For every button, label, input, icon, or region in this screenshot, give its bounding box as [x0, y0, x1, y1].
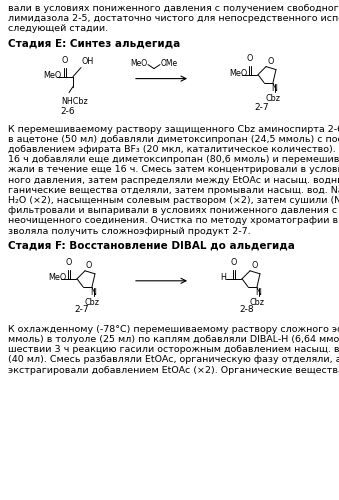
Text: Стадия Е: Синтез альдегида: Стадия Е: Синтез альдегида [8, 38, 180, 48]
Text: MeO: MeO [48, 274, 66, 282]
Text: Стадия F: Восстановление DIBAL до альдегида: Стадия F: Восстановление DIBAL до альдег… [8, 241, 295, 251]
Text: NHCbz: NHCbz [61, 96, 88, 106]
Text: N: N [90, 288, 96, 297]
Text: Cbz: Cbz [250, 298, 264, 307]
Text: К перемешиваемому раствору защищенного Cbz аминоспирта 2-6 (12,25 ммоль): К перемешиваемому раствору защищенного C… [8, 124, 339, 134]
Text: O: O [247, 54, 253, 62]
Text: неочищенного соединения. Очистка по методу хроматографии в силикагеле по-: неочищенного соединения. Очистка по мето… [8, 216, 339, 226]
Text: MeO: MeO [130, 59, 147, 68]
Text: зволяла получить сложноэфирный продукт 2-7.: зволяла получить сложноэфирный продукт 2… [8, 226, 251, 235]
Text: К охлажденному (-78°C) перемешиваемому раствору сложного эфира 2-7 (5,11: К охлажденному (-78°C) перемешиваемому р… [8, 325, 339, 334]
Text: N: N [255, 288, 261, 297]
Text: (40 мл). Смесь разбавляли EtOAc, органическую фазу отделяли, а водную фазу: (40 мл). Смесь разбавляли EtOAc, органич… [8, 356, 339, 364]
Text: H: H [220, 274, 226, 282]
Text: ного давления, затем распределяли между EtOAc и насыщ. водным NaHCO₃. Ор-: ного давления, затем распределяли между … [8, 176, 339, 184]
Text: ммоль) в толуоле (25 мл) по каплям добавляли DIBAL-H (6,64 ммоль). По про-: ммоль) в толуоле (25 мл) по каплям добав… [8, 335, 339, 344]
Text: MeO: MeO [229, 69, 247, 78]
Text: вали в условиях пониженного давления с получением свободного амина фени-: вали в условиях пониженного давления с п… [8, 4, 339, 13]
Text: O: O [62, 56, 68, 64]
Text: N: N [271, 84, 277, 92]
Text: ганические вещества отделяли, затем промывали насыщ. вод. NaHCO₃ (×2),: ганические вещества отделяли, затем пром… [8, 186, 339, 195]
Text: O: O [251, 261, 257, 270]
Text: H₂O (×2), насыщенным солевым раствором (×2), затем сушили (Na₂SO₄),: H₂O (×2), насыщенным солевым раствором (… [8, 196, 339, 205]
Text: шествии 3 ч реакцию гасили осторожным добавлением насыщ. водного NH₄Cl: шествии 3 ч реакцию гасили осторожным до… [8, 345, 339, 354]
Text: 2-6: 2-6 [61, 106, 75, 116]
Text: O: O [86, 261, 92, 270]
Text: 2-7: 2-7 [255, 102, 269, 112]
Text: OH: OH [82, 56, 94, 66]
Text: в ацетоне (50 мл) добавляли диметоксипропан (24,5 ммоль) с последующим: в ацетоне (50 мл) добавляли диметоксипро… [8, 135, 339, 144]
Text: фильтровали и выпаривали в условиях пониженного давления с получением: фильтровали и выпаривали в условиях пони… [8, 206, 339, 215]
Text: Cbz: Cbz [84, 298, 100, 307]
Text: MeO: MeO [43, 71, 61, 80]
Text: экстрагировали добавлением EtOAc (×2). Органические вещества объединяли,: экстрагировали добавлением EtOAc (×2). О… [8, 366, 339, 374]
Text: O: O [66, 258, 72, 267]
Text: добавлением эфирата BF₃ (20 мкл, каталитическое количество). По прошествии: добавлением эфирата BF₃ (20 мкл, каталит… [8, 145, 339, 154]
Text: O: O [231, 258, 237, 267]
Text: 16 ч добавляли еще диметоксипропан (80,6 ммоль) и перемешивание продол-: 16 ч добавляли еще диметоксипропан (80,6… [8, 155, 339, 164]
Text: жали в течение еще 16 ч. Смесь затем концентрировали в условиях понижен-: жали в течение еще 16 ч. Смесь затем кон… [8, 166, 339, 174]
Text: OMe: OMe [161, 59, 178, 68]
Text: 2-8: 2-8 [240, 305, 254, 314]
Text: 2-7: 2-7 [75, 305, 89, 314]
Text: Cbz: Cbz [265, 94, 280, 102]
Text: O: O [267, 56, 273, 66]
Text: следующей стадии.: следующей стадии. [8, 24, 108, 34]
Text: лимидазола 2-5, достаточно чистого для непосредственного использования на: лимидазола 2-5, достаточно чистого для н… [8, 14, 339, 23]
